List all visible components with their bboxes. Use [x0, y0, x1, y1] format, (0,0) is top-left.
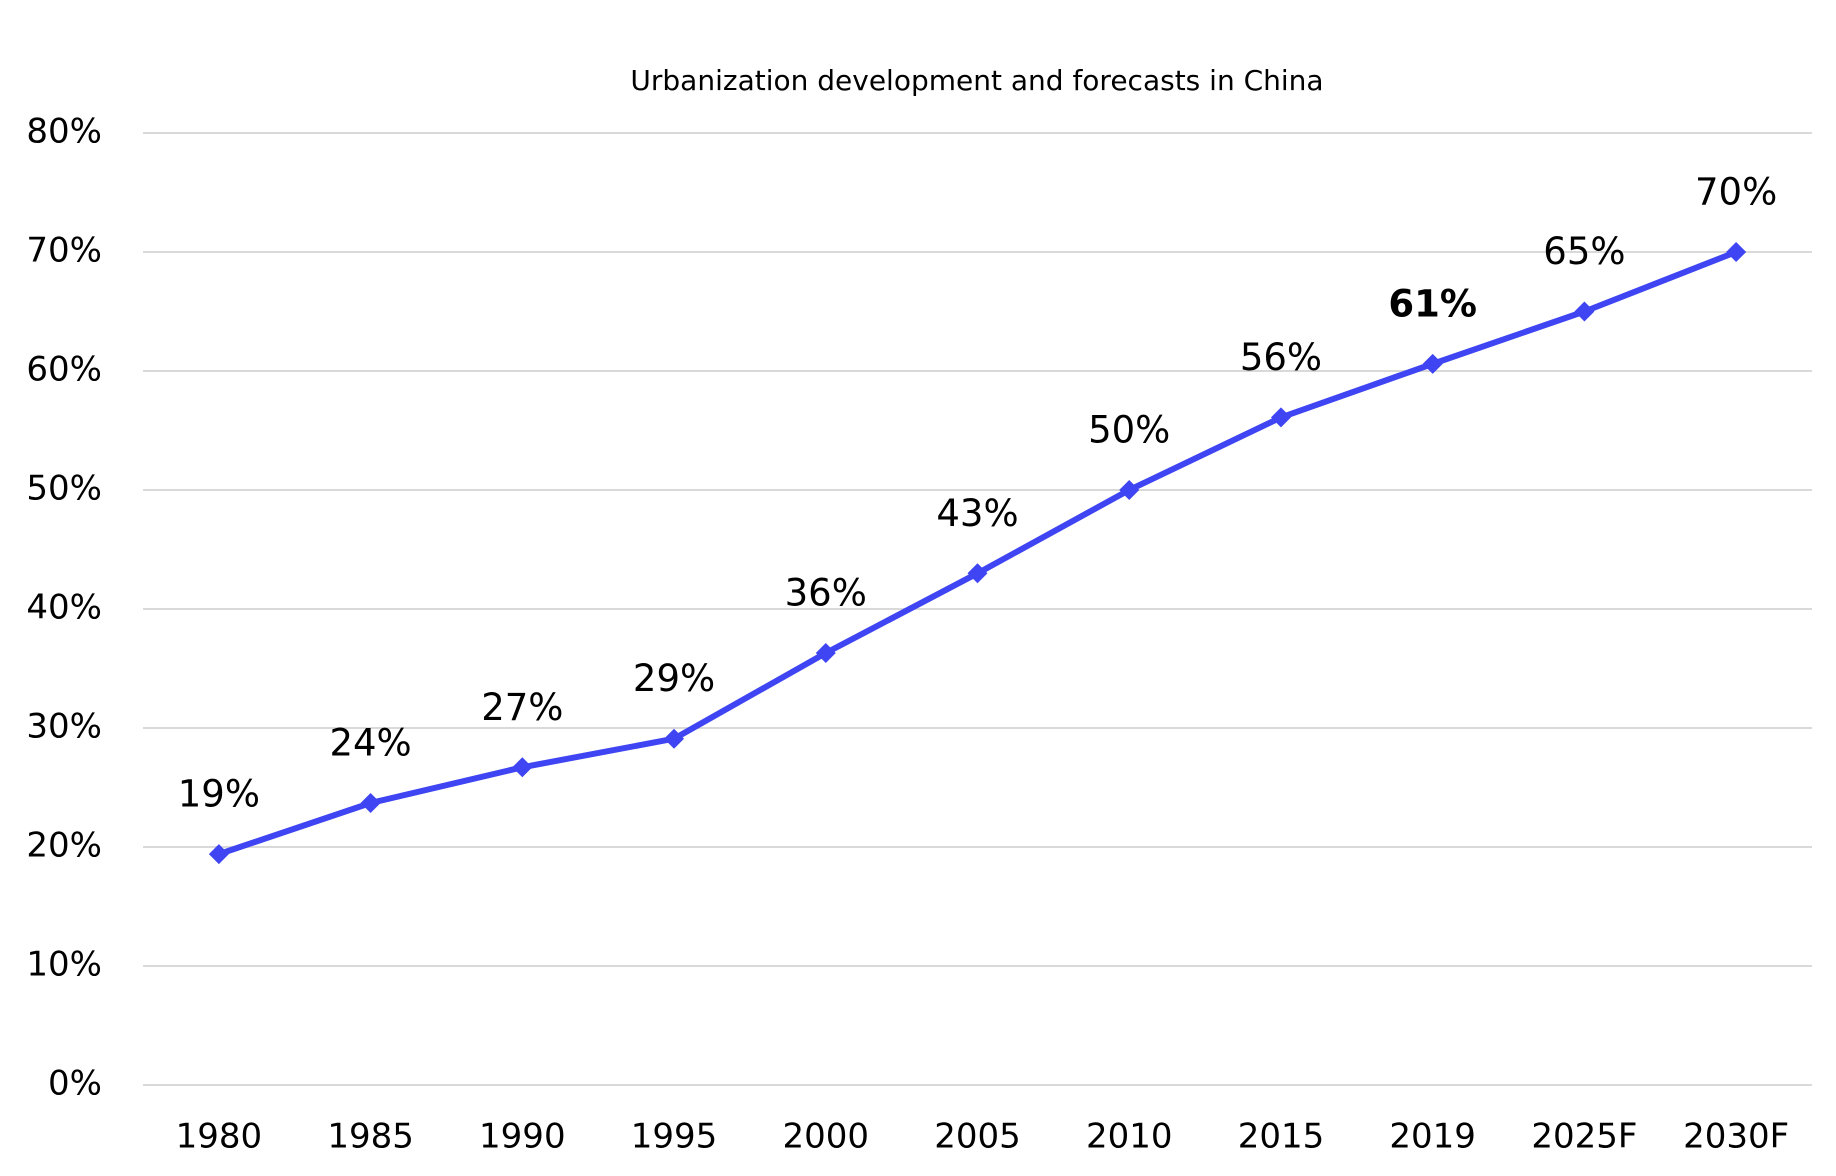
y-tick-label: 60%	[26, 350, 102, 390]
y-tick-label: 50%	[26, 469, 102, 509]
y-tick-label: 70%	[26, 231, 102, 271]
data-label: 36%	[785, 572, 867, 615]
x-tick-label: 2030F	[1683, 1117, 1789, 1157]
data-point	[360, 792, 381, 813]
data-point	[967, 563, 988, 584]
data-label: 70%	[1695, 171, 1777, 214]
data-label: 61%	[1388, 282, 1477, 325]
x-tick-label: 1985	[327, 1117, 414, 1157]
data-point	[1270, 407, 1291, 428]
data-label: 19%	[178, 773, 260, 816]
x-tick-label: 1990	[479, 1117, 566, 1157]
data-point	[1726, 242, 1747, 262]
data-label: 56%	[1240, 336, 1322, 379]
y-tick-label: 30%	[26, 707, 102, 747]
data-point	[815, 643, 836, 664]
x-tick-label: 1995	[631, 1117, 718, 1157]
x-tick-label: 2010	[1086, 1117, 1173, 1157]
data-point	[208, 844, 229, 865]
y-tick-label: 80%	[26, 112, 102, 152]
data-point	[664, 728, 685, 749]
data-label: 27%	[481, 686, 563, 729]
data-label: 65%	[1543, 230, 1625, 273]
x-tick-label: 2000	[783, 1117, 870, 1157]
y-tick-label: 40%	[26, 588, 102, 628]
x-tick-label: 2025F	[1531, 1117, 1637, 1157]
y-tick-label: 10%	[26, 945, 102, 985]
chart-title: Urbanization development and forecasts i…	[630, 64, 1323, 97]
data-label: 29%	[633, 657, 715, 700]
y-tick-label: 0%	[48, 1064, 102, 1104]
x-tick-label: 2005	[934, 1117, 1021, 1157]
data-point	[1574, 301, 1595, 322]
x-tick-label: 2015	[1238, 1117, 1325, 1157]
data-point	[1119, 480, 1140, 500]
data-label: 43%	[936, 492, 1018, 535]
x-tick-label: 1980	[176, 1117, 263, 1157]
series-line	[217, 249, 1738, 857]
x-tick-label: 2019	[1389, 1117, 1476, 1157]
data-point	[1422, 353, 1443, 374]
y-tick-label: 20%	[26, 826, 102, 866]
data-label: 24%	[329, 721, 411, 764]
data-label: 50%	[1088, 409, 1170, 452]
data-point	[512, 757, 533, 778]
